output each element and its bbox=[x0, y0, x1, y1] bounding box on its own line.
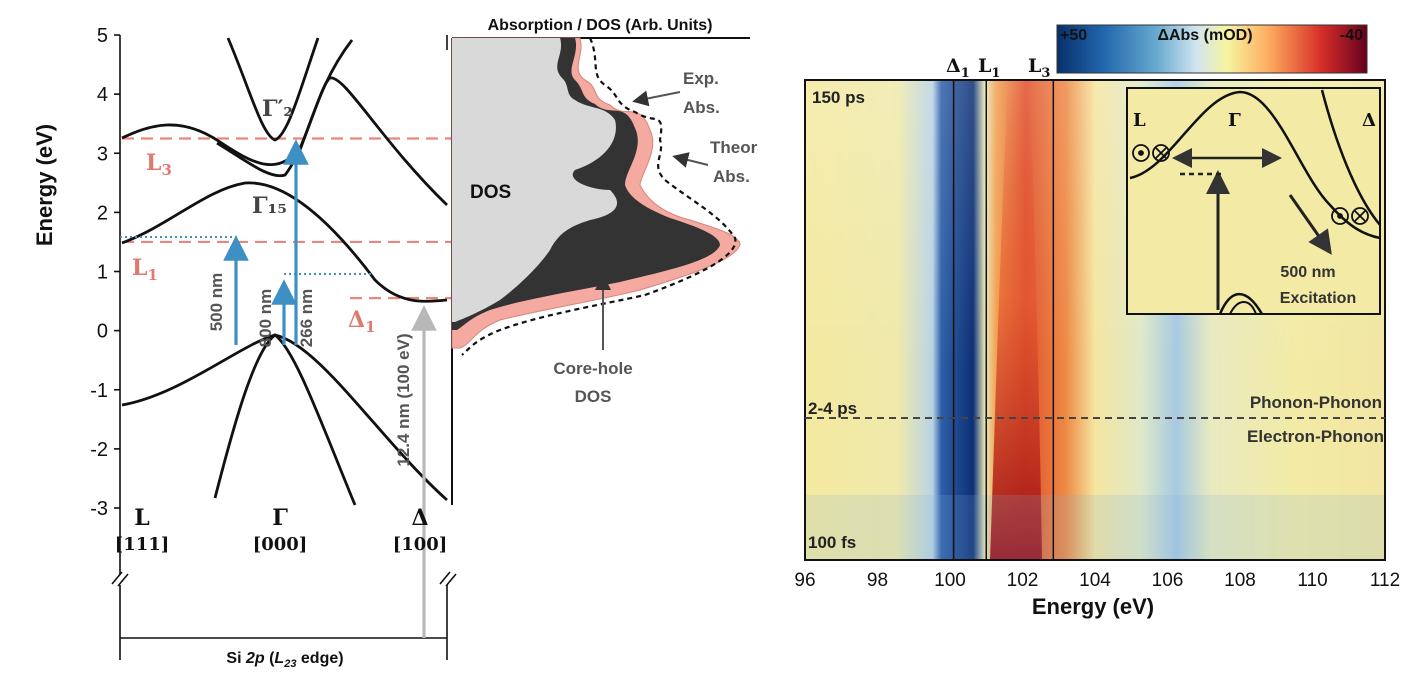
pointer-theor bbox=[672, 152, 709, 168]
x-tick-labels: 96 98 100 102 104 106 108 110 112 bbox=[794, 570, 1400, 591]
axis-break-right bbox=[439, 571, 457, 587]
band-curves bbox=[121, 37, 448, 506]
kpoint-l-dir: [111] bbox=[115, 534, 170, 555]
band-structure-panel: Energy (eV) 5 4 3 2 1 0 -1 -2 -3 L3 L1 Δ1 Γ′₂ Γ₁… bbox=[32, 25, 740, 670]
inset-label-gamma: Γ bbox=[1228, 110, 1241, 131]
inset-label-delta: Δ bbox=[1362, 110, 1376, 131]
label-12-4nm: 12.4 nm (100 eV) bbox=[394, 333, 413, 466]
label-core-2: DOS bbox=[575, 387, 612, 406]
conduction-crossing bbox=[216, 76, 448, 207]
y-tick-label: -3 bbox=[90, 498, 108, 520]
time-label-bottom: 100 fs bbox=[808, 533, 856, 552]
x-axis-label: Energy (eV) bbox=[1032, 594, 1154, 619]
inset-valence bbox=[1218, 292, 1264, 315]
x-tick-label: 110 bbox=[1297, 570, 1327, 591]
level-label-delta1: Δ1 bbox=[348, 307, 376, 336]
x-tick-label: 106 bbox=[1152, 570, 1184, 591]
inset-diagram: L Γ Δ 500 nm Excitation bbox=[1126, 87, 1381, 315]
y-tick-labels: 5 4 3 2 1 0 -1 -2 -3 bbox=[90, 25, 120, 520]
top-label-delta1: Δ1 bbox=[946, 55, 970, 81]
label-500nm: 500 nm bbox=[207, 273, 226, 332]
valence-band-heavy bbox=[213, 333, 357, 506]
level-label-l1: L1 bbox=[132, 255, 158, 284]
time-label-top: 150 ps bbox=[812, 88, 865, 107]
colorbar-min: -40 bbox=[1340, 27, 1363, 44]
kpoint-delta-dir: [100] bbox=[393, 534, 448, 555]
absorption-dos-panel: Absorption / DOS (Arb. Units) DOS Exp. A… bbox=[451, 17, 758, 505]
y-tick-label: 2 bbox=[97, 202, 108, 224]
transition-arrows: 500 nm 800 nm 266 nm 12.4 nm (100 eV) bbox=[120, 139, 437, 638]
regime-lower: Electron-Phonon bbox=[1247, 427, 1384, 446]
top-label-l1: L1 bbox=[978, 55, 1000, 81]
inset-band-2 bbox=[1320, 89, 1381, 226]
label-core-1: Core-hole bbox=[553, 359, 632, 378]
kpoint-gamma: Γ bbox=[272, 505, 288, 531]
dos-panel-title: Absorption / DOS (Arb. Units) bbox=[488, 17, 713, 34]
energy-marker-lines bbox=[952, 80, 1055, 560]
level-label-l3: L3 bbox=[146, 150, 172, 179]
y-tick-label: 0 bbox=[97, 321, 108, 343]
kpoint-l: L bbox=[134, 505, 149, 531]
axis-break-left bbox=[111, 571, 129, 587]
conduction-gamma15 bbox=[121, 181, 448, 303]
colorbar bbox=[1057, 25, 1367, 73]
label-theor-2: Abs. bbox=[713, 167, 750, 186]
label-800nm: 800 nm bbox=[256, 289, 275, 348]
x-tick-label: 98 bbox=[867, 570, 888, 591]
inset-valence-2 bbox=[1229, 301, 1257, 315]
inset-relax-arrow bbox=[1288, 194, 1332, 255]
y-axis-label: Energy (eV) bbox=[32, 124, 57, 246]
y-tick-label: -2 bbox=[90, 439, 108, 461]
colorbar-frame bbox=[1056, 24, 1368, 74]
band-label-gamma15: Γ₁₅ bbox=[252, 193, 287, 219]
series-theor-abs bbox=[461, 37, 737, 356]
x-tick-label: 96 bbox=[794, 570, 815, 591]
inset-exc-1: 500 nm bbox=[1280, 264, 1335, 281]
inset-frame bbox=[1126, 87, 1381, 315]
heatmap-early-band bbox=[805, 495, 1385, 560]
label-dos: DOS bbox=[470, 182, 511, 203]
y-tick-label: -1 bbox=[90, 380, 108, 402]
k-point-labels: L [111] Γ [000] Δ [100] bbox=[115, 505, 448, 555]
top-label-l3: L3 bbox=[1028, 55, 1050, 81]
colorbar-label: ΔAbs (mOD) bbox=[1157, 27, 1252, 44]
band-label-gamma2: Γ′₂ bbox=[262, 96, 293, 122]
pointer-exp bbox=[632, 90, 681, 107]
x-tick-label: 108 bbox=[1224, 570, 1256, 591]
x-tick-label: 104 bbox=[1079, 570, 1111, 591]
colorbar-max: +50 bbox=[1060, 27, 1087, 44]
edge-label: Si 2p (L23 edge) bbox=[226, 650, 343, 670]
series-dos-area bbox=[452, 38, 618, 322]
y-tick-label: 5 bbox=[97, 25, 108, 47]
x-tick-label: 100 bbox=[934, 570, 966, 591]
time-label-mid: 2-4 ps bbox=[808, 399, 857, 418]
x-tick-label: 102 bbox=[1007, 570, 1039, 591]
kpoint-gamma-dir: [000] bbox=[253, 534, 308, 555]
inset-exc-2: Excitation bbox=[1280, 290, 1356, 307]
heatmap-frame bbox=[804, 79, 1386, 561]
spin-symbols-right-icon bbox=[1331, 207, 1369, 225]
y-tick-label: 3 bbox=[97, 143, 108, 165]
label-266nm: 266 nm bbox=[297, 289, 316, 348]
inset-label-l: L bbox=[1133, 110, 1146, 131]
kpoint-delta: Δ bbox=[411, 505, 428, 531]
x-tick-label: 112 bbox=[1370, 570, 1400, 591]
spin-symbols-left-icon bbox=[1132, 144, 1170, 162]
label-exp-1: Exp. bbox=[683, 69, 719, 88]
label-theor-1: Theor bbox=[710, 138, 758, 157]
label-exp-2: Abs. bbox=[683, 98, 720, 117]
regime-upper: Phonon-Phonon bbox=[1250, 393, 1382, 412]
conduction-gamma2 bbox=[226, 37, 320, 142]
y-tick-label: 4 bbox=[97, 84, 108, 106]
heatmap-panel: +50 ΔAbs (mOD) -40 Δ1 L1 L3 150 ps 2-4 p… bbox=[794, 24, 1400, 619]
y-tick-label: 1 bbox=[97, 262, 108, 284]
heatmap-red-core bbox=[990, 80, 1042, 560]
